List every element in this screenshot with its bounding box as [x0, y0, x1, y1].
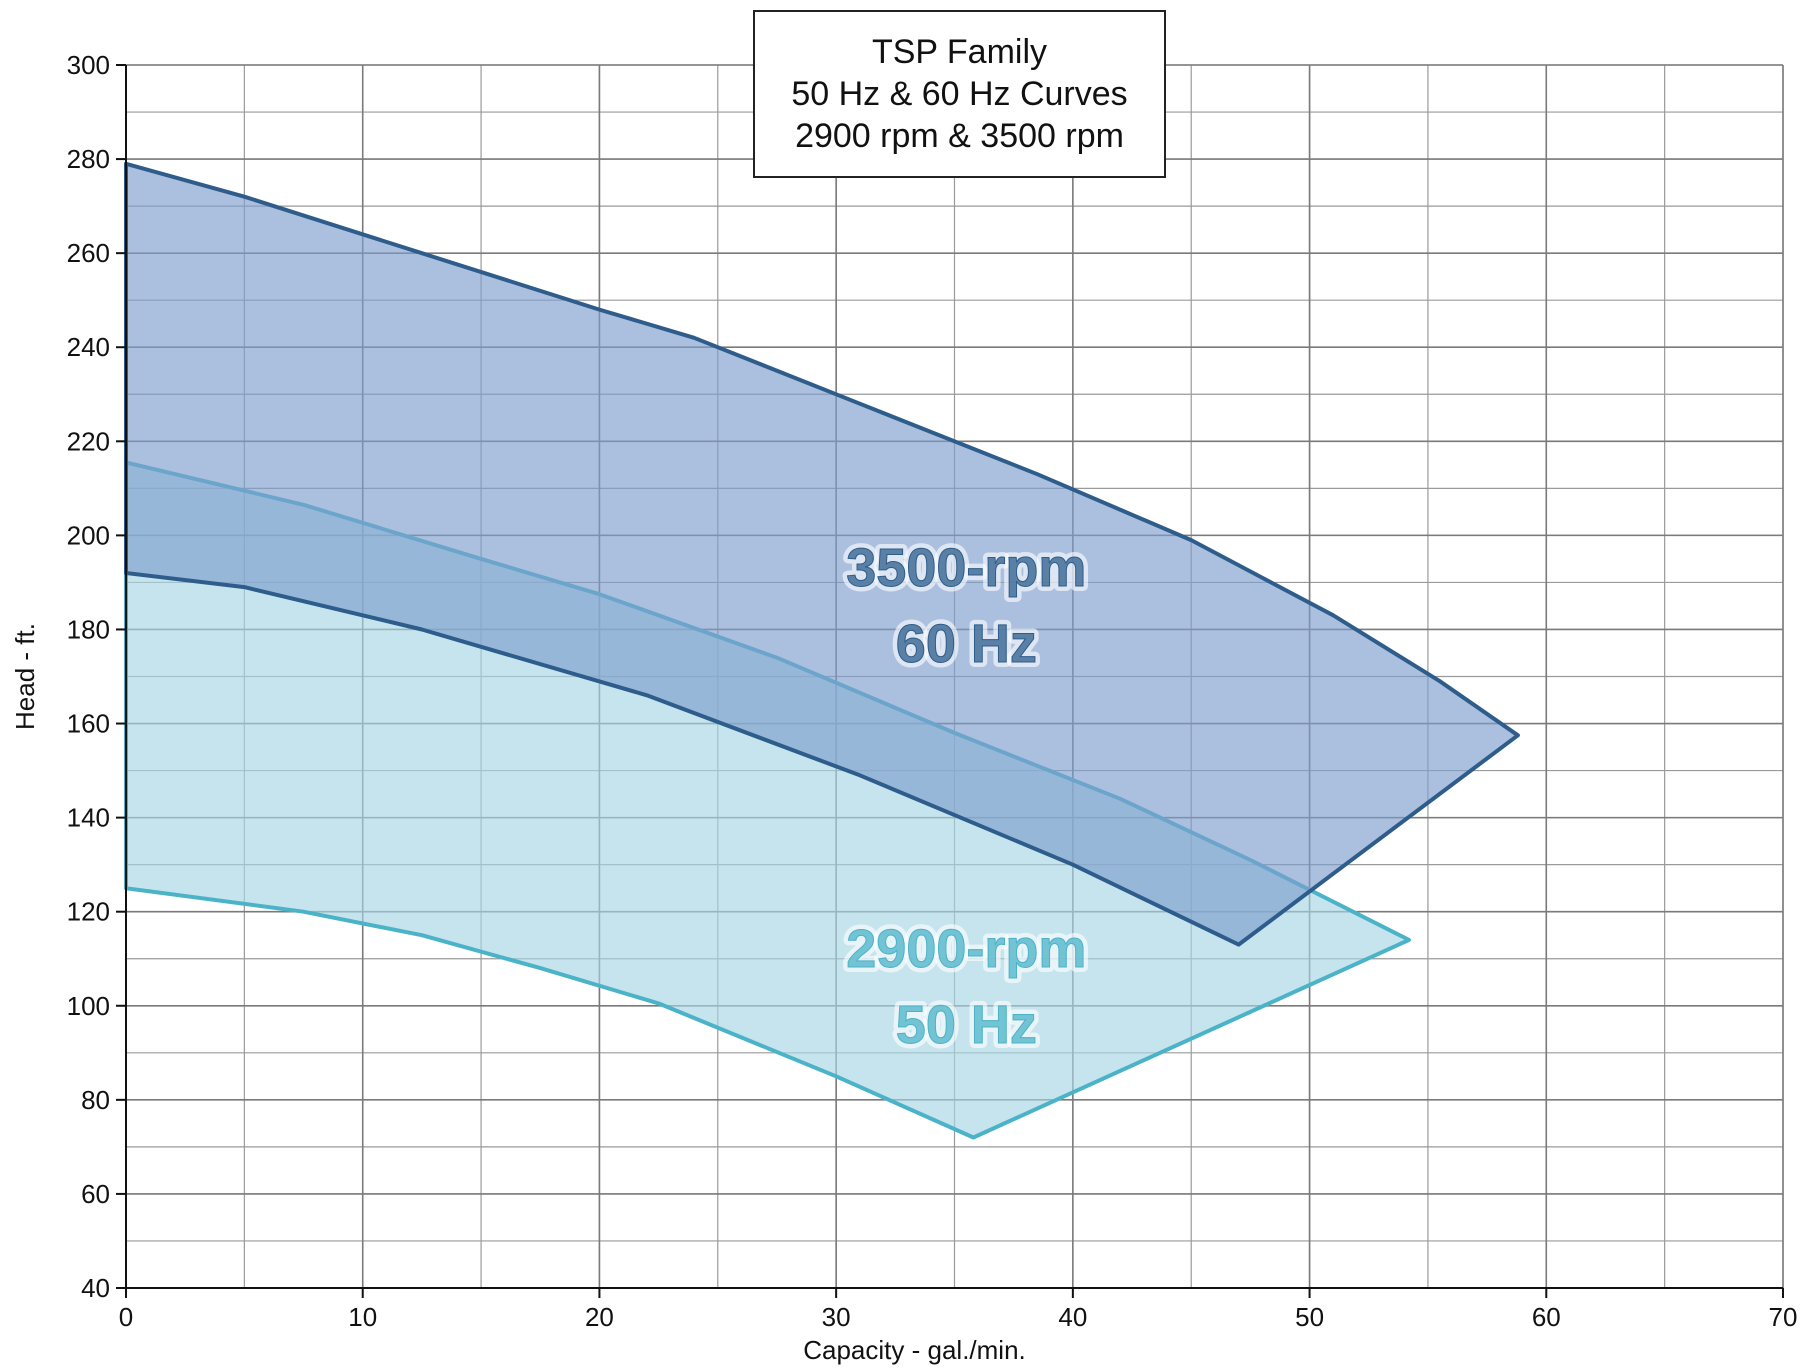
x-tick-label: 10: [348, 1302, 377, 1332]
y-tick-label: 60: [81, 1179, 110, 1209]
region-label-glow: 2900-rpm: [846, 919, 1086, 979]
y-tick-label: 260: [67, 238, 110, 268]
y-axis-label: Head - ft.: [10, 623, 40, 730]
x-tick-label: 50: [1295, 1302, 1324, 1332]
y-tick-label: 160: [67, 709, 110, 739]
y-tick-label: 200: [67, 520, 110, 550]
region-label-glow: 50 Hz: [896, 995, 1037, 1055]
x-tick-label: 30: [822, 1302, 851, 1332]
y-tick-label: 40: [81, 1273, 110, 1303]
region-3500-rpm-60-hz: [124, 161, 1520, 947]
y-tick-label: 140: [67, 803, 110, 833]
y-tick-label: 180: [67, 614, 110, 644]
axes: 0 10 20 30 40 50 60 70 40 60 80 100 120 140 160 180 200 2…: [10, 50, 1797, 1365]
x-tick-label: 70: [1769, 1302, 1798, 1332]
chart-title-line-2: 50 Hz & 60 Hz Curves: [791, 75, 1128, 113]
y-tick-label: 220: [67, 426, 110, 456]
y-tick-label: 100: [67, 991, 110, 1021]
x-tick-label: 60: [1532, 1302, 1561, 1332]
region-label-text: 2900-rpm: [846, 919, 1086, 979]
y-tick-label: 280: [67, 144, 110, 174]
region-label-text: 60 Hz: [896, 614, 1037, 674]
chart-title-box: TSP Family 50 Hz & 60 Hz Curves 2900 rpm…: [753, 10, 1166, 178]
region-label-glow: 3500-rpm: [846, 538, 1086, 598]
region-label-glow: 60 Hz: [896, 614, 1037, 674]
x-axis-label: Capacity - gal./min.: [803, 1335, 1026, 1365]
x-tick-label: 40: [1058, 1302, 1087, 1332]
region-label-text: 3500-rpm: [846, 538, 1086, 598]
chart-title-line-3: 2900 rpm & 3500 rpm: [795, 117, 1124, 155]
x-tick-label: 20: [585, 1302, 614, 1332]
region-label-text: 50 Hz: [896, 995, 1037, 1055]
curve-regions: [124, 161, 1520, 1140]
y-tick-label: 300: [67, 50, 110, 80]
y-tick-label: 240: [67, 332, 110, 362]
x-tick-label: 0: [119, 1302, 133, 1332]
chart-title-line-1: TSP Family: [871, 33, 1048, 71]
y-tick-label: 120: [67, 897, 110, 927]
y-tick-label: 80: [81, 1085, 110, 1115]
